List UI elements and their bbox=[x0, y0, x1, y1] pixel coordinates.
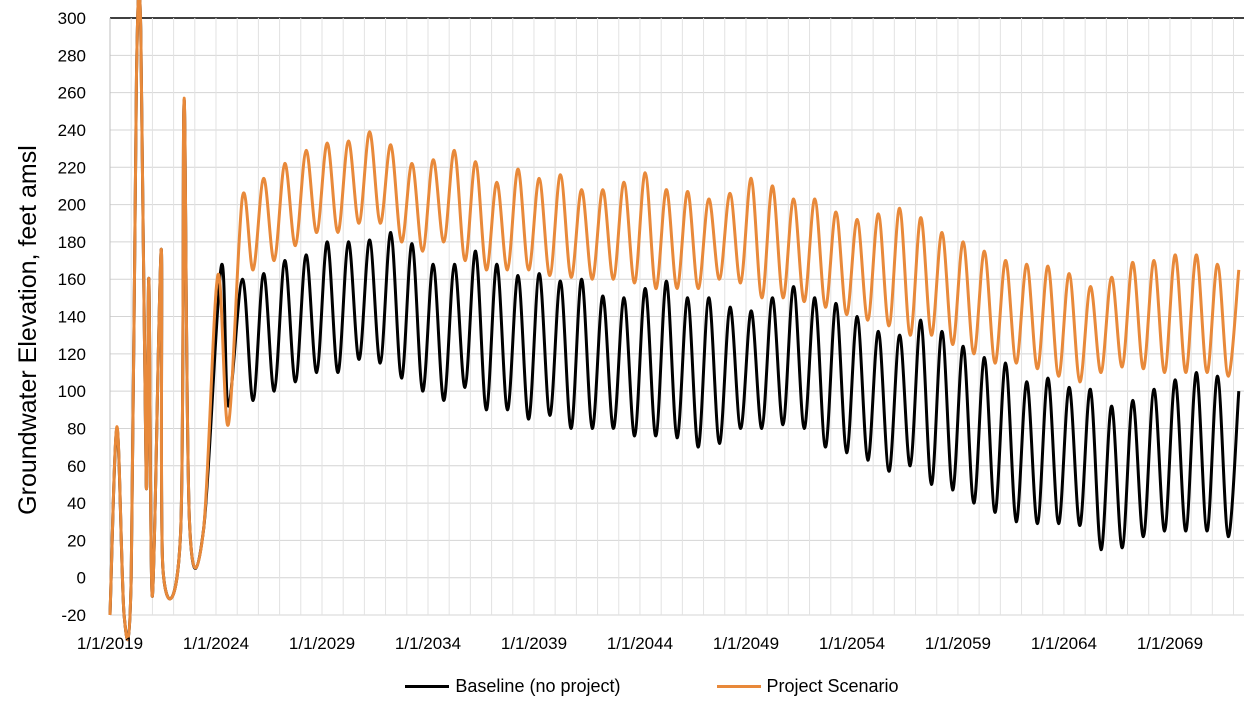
x-tick-label: 1/1/2019 bbox=[77, 634, 143, 653]
y-tick-label: 40 bbox=[67, 494, 86, 513]
y-tick-label: 200 bbox=[58, 196, 86, 215]
x-tick-label: 1/1/2064 bbox=[1031, 634, 1097, 653]
x-tick-label: 1/1/2034 bbox=[395, 634, 461, 653]
y-tick-label: 240 bbox=[58, 121, 86, 140]
y-tick-label: 120 bbox=[58, 345, 86, 364]
y-tick-label: 260 bbox=[58, 84, 86, 103]
legend: Baseline (no project) Project Scenario bbox=[0, 676, 1244, 697]
y-tick-label: 160 bbox=[58, 270, 86, 289]
y-tick-label: -20 bbox=[61, 606, 86, 625]
y-tick-label: 0 bbox=[77, 569, 86, 588]
y-tick-label: 60 bbox=[67, 457, 86, 476]
series-line-project bbox=[108, 0, 1241, 642]
y-tick-label: 20 bbox=[67, 531, 86, 550]
y-tick-label: 140 bbox=[58, 308, 86, 327]
y-axis-tick-labels: 3002802602402202001801601401201008060402… bbox=[58, 9, 86, 625]
x-tick-label: 1/1/2069 bbox=[1137, 634, 1203, 653]
series-lines bbox=[108, 0, 1241, 642]
y-tick-label: 100 bbox=[58, 382, 86, 401]
legend-item-baseline: Baseline (no project) bbox=[345, 676, 621, 697]
series-line-baseline bbox=[108, 0, 1241, 642]
x-tick-label: 1/1/2039 bbox=[501, 634, 567, 653]
x-tick-label: 1/1/2054 bbox=[819, 634, 885, 653]
x-tick-label: 1/1/2059 bbox=[925, 634, 991, 653]
x-tick-label: 1/1/2024 bbox=[183, 634, 249, 653]
x-tick-label: 1/1/2029 bbox=[289, 634, 355, 653]
x-tick-label: 1/1/2049 bbox=[713, 634, 779, 653]
legend-swatch-baseline bbox=[405, 685, 450, 688]
x-axis-tick-labels: 1/1/2019 1/1/2024 1/1/2029 1/1/2034 1/1/2039… bbox=[77, 634, 1203, 653]
y-tick-label: 220 bbox=[58, 158, 86, 177]
y-axis-title: Groundwater Elevation, feet amsl bbox=[14, 145, 42, 515]
legend-label-project: Project Scenario bbox=[766, 676, 899, 696]
legend-item-project: Project Scenario bbox=[657, 676, 899, 697]
legend-swatch-project bbox=[716, 685, 761, 688]
y-tick-label: 180 bbox=[58, 233, 86, 252]
y-tick-label: 280 bbox=[58, 46, 86, 65]
y-tick-label: 300 bbox=[58, 9, 86, 28]
groundwater-chart: 3002802602402202001801601401201008060402… bbox=[14, 0, 1244, 653]
x-tick-label: 1/1/2044 bbox=[607, 634, 673, 653]
legend-label-baseline: Baseline (no project) bbox=[455, 676, 621, 696]
y-tick-label: 80 bbox=[67, 419, 86, 438]
